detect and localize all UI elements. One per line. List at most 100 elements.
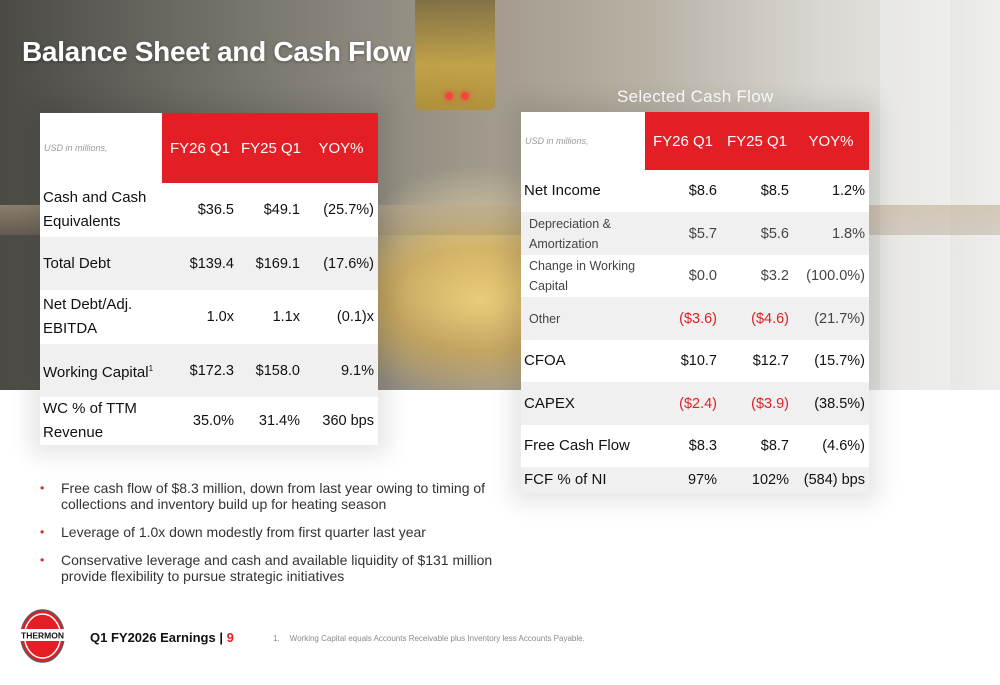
value-yoy: (4.6%)	[822, 438, 865, 454]
thermon-logo: THERMON	[20, 609, 65, 663]
row-label: Working Capital1	[40, 357, 162, 385]
value-fy26: 97%	[687, 472, 717, 488]
value-fy25: $158.0	[255, 362, 300, 379]
machine-light	[461, 92, 469, 100]
value-yoy: (15.7%)	[814, 353, 865, 369]
table-row: Total Debt $139.4 $169.1 (17.6%)	[40, 237, 378, 290]
value-fy25: $3.2	[760, 268, 789, 284]
unit-note: USD in millions,	[40, 113, 162, 183]
value-fy26: $8.3	[688, 438, 717, 454]
table-row: CAPEX ($2.4) ($3.9) (38.5%)	[521, 382, 869, 425]
list-item: • Conservative leverage and cash and avai…	[40, 552, 510, 584]
value-yoy: (100.0%)	[806, 268, 865, 284]
value-fy26: ($2.4)	[679, 395, 717, 412]
value-yoy: (38.5%)	[814, 395, 865, 412]
bullet-icon: •	[40, 481, 45, 495]
header-fy25: FY25 Q1	[721, 112, 793, 170]
value-fy25: $49.1	[263, 202, 300, 218]
row-label: CFOA	[524, 352, 566, 369]
row-label: Net Debt/Adj. EBITDA	[43, 296, 133, 337]
list-item: • Free cash flow of $8.3 million, down fr…	[40, 480, 510, 512]
value-fy26: $10.7	[680, 353, 717, 369]
value-fy26: 35.0%	[192, 413, 234, 429]
header-yoy: YOY%	[304, 113, 378, 183]
value-fy25: 1.1x	[272, 309, 300, 325]
cash-flow-table: USD in millions, FY26 Q1 FY25 Q1 YOY% Ne…	[521, 112, 869, 493]
value-yoy: (17.6%)	[323, 255, 374, 272]
value-yoy: 9.1%	[340, 362, 374, 379]
footnote-text: Working Capital equals Accounts Receivab…	[289, 634, 585, 643]
value-fy25: $8.7	[760, 438, 789, 454]
header-fy26: FY26 Q1	[162, 113, 238, 183]
footnote: 1. Working Capital equals Accounts Receiv…	[273, 634, 585, 643]
cash-flow-title: Selected Cash Flow	[617, 87, 774, 106]
row-label: Cash and Cash Equivalents	[43, 189, 147, 230]
table-header: USD in millions, FY26 Q1 FY25 Q1 YOY%	[521, 112, 869, 170]
row-label: Other	[529, 311, 561, 326]
bullet-icon: •	[40, 525, 45, 539]
value-fy26: $0.0	[688, 268, 717, 284]
value-yoy: (25.7%)	[323, 202, 374, 218]
header-fy26: FY26 Q1	[645, 112, 721, 170]
value-fy25: $12.7	[752, 353, 789, 369]
background-pillar	[880, 0, 950, 390]
table-row: Net Debt/Adj. EBITDA 1.0x 1.1x (0.1)x	[40, 290, 378, 344]
value-fy25: ($3.9)	[751, 395, 789, 412]
value-fy26: $172.3	[189, 362, 234, 379]
table-row: FCF % of NI 97% 102% (584) bps	[521, 467, 869, 493]
bullet-text: Conservative leverage and cash and avail…	[61, 552, 493, 584]
table-row: Net Income $8.6 $8.5 1.2%	[521, 170, 869, 212]
footer-title: Q1 FY2026 Earnings | 9	[90, 630, 234, 645]
value-fy25: ($4.6)	[751, 310, 789, 327]
page-number: 9	[226, 630, 234, 645]
row-label: Depreciation & Amortization	[529, 216, 611, 251]
value-fy26: $139.4	[189, 255, 234, 272]
table-row: Depreciation & Amortization $5.7 $5.6 1.…	[521, 212, 869, 255]
row-label: FCF % of NI	[524, 471, 607, 488]
row-label: Total Debt	[43, 254, 111, 272]
value-fy25: 31.4%	[258, 413, 300, 429]
footnote-marker: 1	[148, 363, 154, 373]
value-fy25: $8.5	[760, 183, 789, 199]
value-fy26: 1.0x	[206, 309, 234, 325]
value-yoy: 1.2%	[831, 183, 865, 199]
value-fy25: $169.1	[255, 255, 300, 272]
value-yoy: (584) bps	[803, 472, 865, 488]
table-row: Change in Working Capital $0.0 $3.2 (100…	[521, 255, 869, 297]
value-fy26: ($3.6)	[679, 310, 717, 327]
table-row: Cash and Cash Equivalents $36.5 $49.1 (2…	[40, 183, 378, 237]
value-fy26: $5.7	[688, 225, 717, 242]
background-machine	[415, 0, 495, 110]
page-title: Balance Sheet and Cash Flow	[22, 36, 411, 67]
bullet-icon: •	[40, 553, 45, 567]
footnote-number: 1.	[273, 634, 280, 643]
list-item: • Leverage of 1.0x down modestly from fir…	[40, 524, 510, 540]
row-label: Net Income	[524, 182, 601, 199]
header-fy25: FY25 Q1	[238, 113, 304, 183]
highlights-list: • Free cash flow of $8.3 million, down fr…	[40, 480, 510, 596]
value-yoy: (21.7%)	[814, 310, 865, 327]
row-label: Free Cash Flow	[524, 437, 630, 454]
row-label-text: Working Capital	[43, 363, 149, 381]
value-fy25: 102%	[751, 472, 789, 488]
footer-title-text: Q1 FY2026 Earnings |	[90, 630, 227, 645]
table-header: USD in millions, FY26 Q1 FY25 Q1 YOY%	[40, 113, 378, 183]
balance-sheet-table: USD in millions, FY26 Q1 FY25 Q1 YOY% Ca…	[40, 113, 378, 445]
value-fy25: $5.6	[760, 225, 789, 242]
table-row: Working Capital1 $172.3 $158.0 9.1%	[40, 344, 378, 397]
table-row: Free Cash Flow $8.3 $8.7 (4.6%)	[521, 425, 869, 467]
table-row: WC % of TTM Revenue 35.0% 31.4% 360 bps	[40, 397, 378, 445]
row-label: Change in Working Capital	[529, 259, 636, 293]
value-fy26: $36.5	[197, 202, 234, 218]
row-label: CAPEX	[524, 394, 575, 412]
unit-note: USD in millions,	[521, 112, 645, 170]
bullet-text: Leverage of 1.0x down modestly from firs…	[61, 524, 426, 540]
table-row: CFOA $10.7 $12.7 (15.7%)	[521, 340, 869, 382]
row-label: WC % of TTM Revenue	[43, 400, 137, 441]
value-yoy: (0.1)x	[336, 309, 374, 325]
header-yoy: YOY%	[793, 112, 869, 170]
bullet-text: Free cash flow of $8.3 million, down fro…	[61, 480, 486, 512]
logo-text: THERMON	[21, 631, 64, 641]
value-yoy: 1.8%	[831, 225, 865, 242]
value-fy26: $8.6	[688, 183, 717, 199]
